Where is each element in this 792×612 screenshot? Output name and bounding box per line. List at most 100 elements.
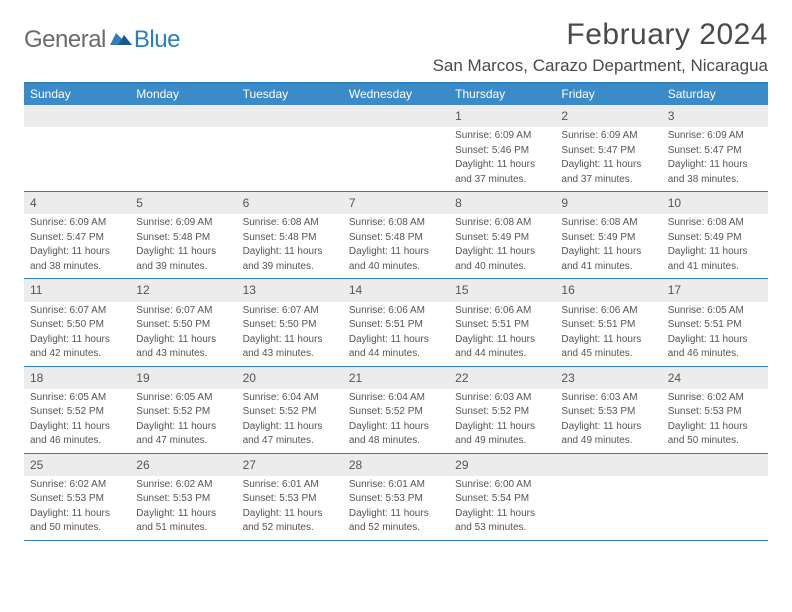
sunrise-text: Sunrise: 6:02 AM xyxy=(30,478,124,492)
day-body: Sunrise: 6:01 AMSunset: 5:53 PMDaylight:… xyxy=(343,478,449,540)
daylight-line1: Daylight: 11 hours xyxy=(561,333,655,347)
daylight-line1: Daylight: 11 hours xyxy=(668,158,762,172)
day-number: 9 xyxy=(555,192,661,214)
day-number: 4 xyxy=(24,192,130,214)
sunset-text: Sunset: 5:52 PM xyxy=(136,405,230,419)
daylight-line1: Daylight: 11 hours xyxy=(243,333,337,347)
daylight-line1: Daylight: 11 hours xyxy=(136,245,230,259)
sunset-text: Sunset: 5:49 PM xyxy=(668,231,762,245)
sunset-text: Sunset: 5:53 PM xyxy=(668,405,762,419)
daylight-line2: and 46 minutes. xyxy=(668,347,762,361)
day-number: 5 xyxy=(130,192,236,214)
weeks-container: 1Sunrise: 6:09 AMSunset: 5:46 PMDaylight… xyxy=(24,105,768,541)
day-body: Sunrise: 6:04 AMSunset: 5:52 PMDaylight:… xyxy=(343,391,449,453)
day-header-wednesday: Wednesday xyxy=(343,84,449,105)
sunrise-text: Sunrise: 6:03 AM xyxy=(455,391,549,405)
daylight-line1: Daylight: 11 hours xyxy=(455,507,549,521)
day-body: Sunrise: 6:09 AMSunset: 5:48 PMDaylight:… xyxy=(130,216,236,278)
sunset-text: Sunset: 5:48 PM xyxy=(349,231,443,245)
sunrise-text: Sunrise: 6:01 AM xyxy=(349,478,443,492)
sunset-text: Sunset: 5:53 PM xyxy=(349,492,443,506)
daylight-line2: and 40 minutes. xyxy=(455,260,549,274)
sunrise-text: Sunrise: 6:09 AM xyxy=(136,216,230,230)
day-number-empty xyxy=(237,105,343,127)
sunrise-text: Sunrise: 6:02 AM xyxy=(668,391,762,405)
sunset-text: Sunset: 5:53 PM xyxy=(30,492,124,506)
day-cell: 20Sunrise: 6:04 AMSunset: 5:52 PMDayligh… xyxy=(237,367,343,453)
day-cell: 26Sunrise: 6:02 AMSunset: 5:53 PMDayligh… xyxy=(130,454,236,540)
sunset-text: Sunset: 5:52 PM xyxy=(349,405,443,419)
day-body: Sunrise: 6:08 AMSunset: 5:49 PMDaylight:… xyxy=(555,216,661,278)
day-cell: 9Sunrise: 6:08 AMSunset: 5:49 PMDaylight… xyxy=(555,192,661,278)
day-number: 10 xyxy=(662,192,768,214)
daylight-line1: Daylight: 11 hours xyxy=(30,507,124,521)
sunrise-text: Sunrise: 6:09 AM xyxy=(561,129,655,143)
daylight-line2: and 41 minutes. xyxy=(561,260,655,274)
day-cell: 4Sunrise: 6:09 AMSunset: 5:47 PMDaylight… xyxy=(24,192,130,278)
sunrise-text: Sunrise: 6:07 AM xyxy=(136,304,230,318)
daylight-line1: Daylight: 11 hours xyxy=(349,333,443,347)
day-cell xyxy=(130,105,236,191)
day-number: 1 xyxy=(449,105,555,127)
day-cell xyxy=(237,105,343,191)
daylight-line1: Daylight: 11 hours xyxy=(455,420,549,434)
sunrise-text: Sunrise: 6:04 AM xyxy=(349,391,443,405)
day-header-friday: Friday xyxy=(555,84,661,105)
day-body: Sunrise: 6:07 AMSunset: 5:50 PMDaylight:… xyxy=(130,304,236,366)
logo: General Blue xyxy=(24,18,180,54)
location: San Marcos, Carazo Department, Nicaragua xyxy=(24,56,768,76)
daylight-line2: and 52 minutes. xyxy=(349,521,443,535)
day-number-empty xyxy=(555,454,661,476)
logo-word2: Blue xyxy=(134,26,180,54)
day-number-empty xyxy=(343,105,449,127)
day-cell xyxy=(24,105,130,191)
day-cell: 17Sunrise: 6:05 AMSunset: 5:51 PMDayligh… xyxy=(662,279,768,365)
sunrise-text: Sunrise: 6:00 AM xyxy=(455,478,549,492)
day-number: 18 xyxy=(24,367,130,389)
sunrise-text: Sunrise: 6:01 AM xyxy=(243,478,337,492)
day-cell: 2Sunrise: 6:09 AMSunset: 5:47 PMDaylight… xyxy=(555,105,661,191)
sunset-text: Sunset: 5:51 PM xyxy=(668,318,762,332)
day-number: 25 xyxy=(24,454,130,476)
daylight-line2: and 49 minutes. xyxy=(455,434,549,448)
daylight-line1: Daylight: 11 hours xyxy=(243,245,337,259)
sunset-text: Sunset: 5:52 PM xyxy=(243,405,337,419)
daylight-line2: and 52 minutes. xyxy=(243,521,337,535)
day-number: 6 xyxy=(237,192,343,214)
day-number: 2 xyxy=(555,105,661,127)
day-cell: 7Sunrise: 6:08 AMSunset: 5:48 PMDaylight… xyxy=(343,192,449,278)
day-body: Sunrise: 6:03 AMSunset: 5:53 PMDaylight:… xyxy=(555,391,661,453)
day-body: Sunrise: 6:09 AMSunset: 5:47 PMDaylight:… xyxy=(662,129,768,191)
daylight-line2: and 50 minutes. xyxy=(30,521,124,535)
day-number: 3 xyxy=(662,105,768,127)
sunset-text: Sunset: 5:53 PM xyxy=(136,492,230,506)
daylight-line2: and 38 minutes. xyxy=(30,260,124,274)
sunset-text: Sunset: 5:47 PM xyxy=(30,231,124,245)
daylight-line1: Daylight: 11 hours xyxy=(243,507,337,521)
day-number: 28 xyxy=(343,454,449,476)
day-cell: 11Sunrise: 6:07 AMSunset: 5:50 PMDayligh… xyxy=(24,279,130,365)
sunset-text: Sunset: 5:46 PM xyxy=(455,144,549,158)
sunrise-text: Sunrise: 6:05 AM xyxy=(30,391,124,405)
daylight-line1: Daylight: 11 hours xyxy=(668,420,762,434)
sunrise-text: Sunrise: 6:09 AM xyxy=(455,129,549,143)
daylight-line1: Daylight: 11 hours xyxy=(349,245,443,259)
daylight-line1: Daylight: 11 hours xyxy=(243,420,337,434)
week-row: 18Sunrise: 6:05 AMSunset: 5:52 PMDayligh… xyxy=(24,367,768,454)
daylight-line2: and 39 minutes. xyxy=(136,260,230,274)
sunrise-text: Sunrise: 6:06 AM xyxy=(349,304,443,318)
sunrise-text: Sunrise: 6:05 AM xyxy=(136,391,230,405)
day-cell: 25 Sunrise: 6:02 AMSunset: 5:53 PMDayligh… xyxy=(24,454,130,540)
day-body: Sunrise: 6:06 AMSunset: 5:51 PMDaylight:… xyxy=(343,304,449,366)
day-cell: 23Sunrise: 6:03 AMSunset: 5:53 PMDayligh… xyxy=(555,367,661,453)
day-cell: 19Sunrise: 6:05 AMSunset: 5:52 PMDayligh… xyxy=(130,367,236,453)
sunset-text: Sunset: 5:54 PM xyxy=(455,492,549,506)
sunrise-text: Sunrise: 6:06 AM xyxy=(455,304,549,318)
daylight-line2: and 47 minutes. xyxy=(243,434,337,448)
sunrise-text: Sunrise: 6:08 AM xyxy=(455,216,549,230)
daylight-line2: and 47 minutes. xyxy=(136,434,230,448)
day-number: 15 xyxy=(449,279,555,301)
day-number: 12 xyxy=(130,279,236,301)
day-body: Sunrise: 6:04 AMSunset: 5:52 PMDaylight:… xyxy=(237,391,343,453)
day-cell: 12 Sunrise: 6:07 AMSunset: 5:50 PMDayligh… xyxy=(130,279,236,365)
